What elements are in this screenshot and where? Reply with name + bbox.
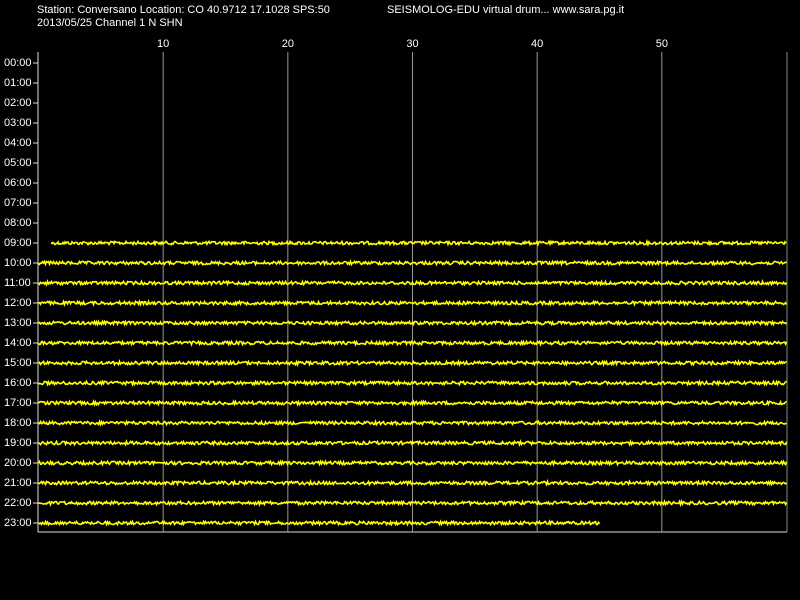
row-label: 02:00 — [4, 97, 32, 109]
row-label: 09:00 — [4, 237, 32, 249]
seismic-trace — [38, 478, 788, 487]
seismic-trace — [38, 418, 787, 427]
seismic-trace — [50, 238, 787, 247]
row-label: 04:00 — [4, 137, 32, 149]
row-label: 00:00 — [4, 57, 32, 69]
row-label: 07:00 — [4, 197, 32, 209]
seismic-trace — [37, 399, 787, 407]
row-label: 23:00 — [4, 517, 32, 529]
row-label: 17:00 — [4, 397, 32, 409]
row-label: 22:00 — [4, 497, 32, 509]
row-label: 15:00 — [4, 357, 32, 369]
x-tick-label: 20 — [282, 38, 294, 50]
software-note: SEISMOLOG-EDU virtual drum... www.sara.p… — [387, 4, 624, 16]
seismic-trace — [37, 279, 788, 287]
x-tick-label: 40 — [531, 38, 543, 50]
seismic-trace — [37, 259, 787, 267]
row-label: 05:00 — [4, 157, 32, 169]
x-tick-label: 10 — [157, 38, 169, 50]
seismic-trace — [38, 379, 787, 387]
row-label: 06:00 — [4, 177, 32, 189]
seismic-trace — [38, 319, 788, 327]
seismic-trace — [38, 519, 601, 527]
seismic-trace — [37, 459, 788, 467]
row-label: 18:00 — [4, 417, 32, 429]
seismic-trace — [38, 299, 788, 308]
row-label: 14:00 — [4, 337, 32, 349]
row-label: 11:00 — [4, 277, 31, 289]
seismic-trace — [38, 498, 788, 508]
row-label: 12:00 — [4, 297, 32, 309]
row-label: 01:00 — [4, 77, 32, 89]
channel-subtitle: 2013/05/25 Channel 1 N SHN — [37, 17, 183, 29]
seismic-trace — [38, 438, 788, 448]
row-label: 03:00 — [4, 117, 32, 129]
row-label: 19:00 — [4, 437, 32, 449]
x-tick-label: 30 — [406, 38, 418, 50]
row-label: 10:00 — [4, 257, 32, 269]
row-label: 08:00 — [4, 217, 32, 229]
seismic-trace — [37, 339, 788, 347]
row-label: 13:00 — [4, 317, 32, 329]
x-tick-label: 50 — [656, 38, 668, 50]
row-label: 21:00 — [4, 477, 32, 489]
row-label: 16:00 — [4, 377, 32, 389]
row-label: 20:00 — [4, 457, 32, 469]
seismic-trace — [38, 358, 787, 368]
station-title: Station: Conversano Location: CO 40.9712… — [37, 4, 330, 16]
